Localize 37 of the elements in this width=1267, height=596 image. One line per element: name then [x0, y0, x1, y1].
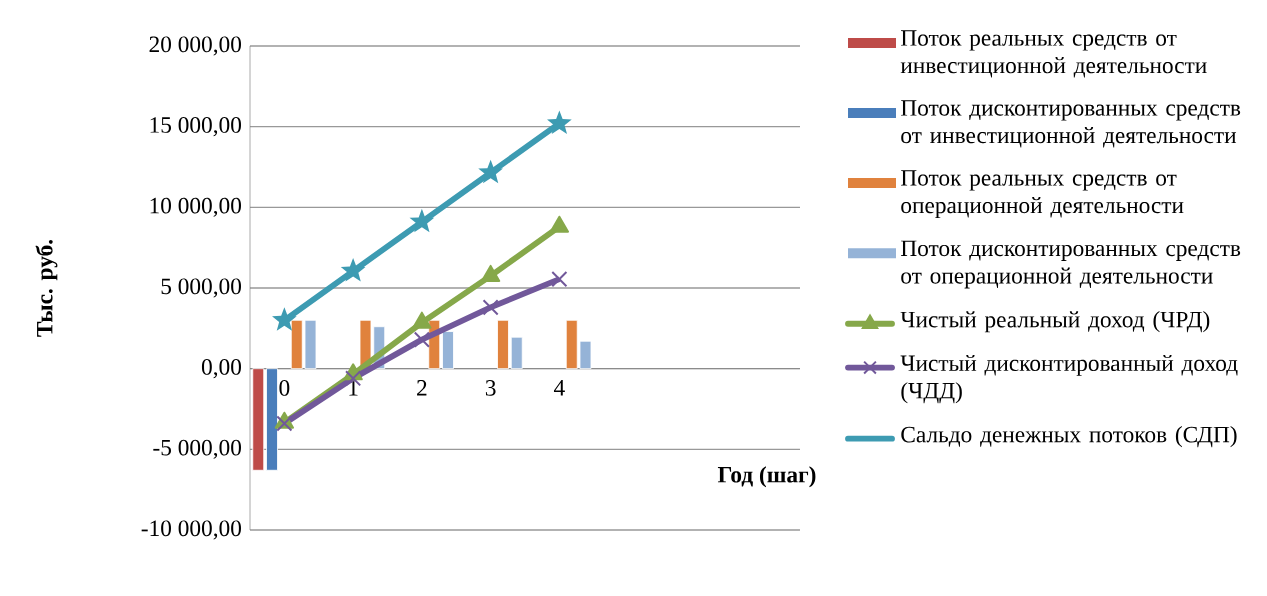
- point: [547, 110, 572, 134]
- x-tick-label: 0: [279, 380, 290, 396]
- legend-label: Поток реальных средств от инвестиционной деятельности: [900, 30, 1207, 78]
- point: [276, 415, 293, 432]
- bar: [442, 331, 454, 370]
- bar: [252, 368, 265, 471]
- point: [409, 208, 435, 233]
- point: [478, 159, 503, 184]
- bar: [510, 336, 523, 370]
- y-axis-title: Тыс. руб.: [35, 239, 58, 337]
- legend-label: Чистый реальный доход (ЧРД): [900, 311, 1210, 333]
- point: [549, 215, 570, 233]
- point: [551, 271, 568, 288]
- y-tick-label: 15 000,00: [150, 117, 241, 137]
- x-axis-title: Год (шаг): [717, 466, 816, 488]
- x-tick-label: 3: [485, 380, 496, 396]
- point: [480, 264, 501, 282]
- legend-label: Сальдо денежных потоков (СДП): [901, 425, 1237, 448]
- point: [412, 311, 432, 329]
- legend-label: Поток дисконтированных средств от инвестиционной деятельности: [901, 100, 1241, 148]
- point: [272, 307, 297, 331]
- y-tick-label: 0,00: [201, 359, 241, 379]
- legend-label: Чистый дисконтированный доход (ЧДД): [900, 354, 1238, 404]
- bar: [266, 368, 278, 471]
- y-tick-label: -5 000,00: [153, 439, 241, 459]
- legend-label: Поток дисконтированных средств от операционной деятельности: [901, 240, 1241, 289]
- y-tick-label: 5 000,00: [161, 278, 241, 298]
- x-tick-label: 2: [417, 380, 427, 396]
- bar: [497, 319, 509, 370]
- point: [413, 331, 430, 348]
- point: [340, 258, 366, 282]
- legend-label: Поток реальных средств от операционной деятельности: [901, 170, 1184, 218]
- y-tick-label: -10 000,00: [141, 520, 241, 540]
- y-tick-label: 10 000,00: [150, 197, 241, 217]
- y-tick-label: 20 000,00: [149, 36, 241, 56]
- x-tick-label: 4: [553, 380, 565, 396]
- point: [482, 299, 499, 316]
